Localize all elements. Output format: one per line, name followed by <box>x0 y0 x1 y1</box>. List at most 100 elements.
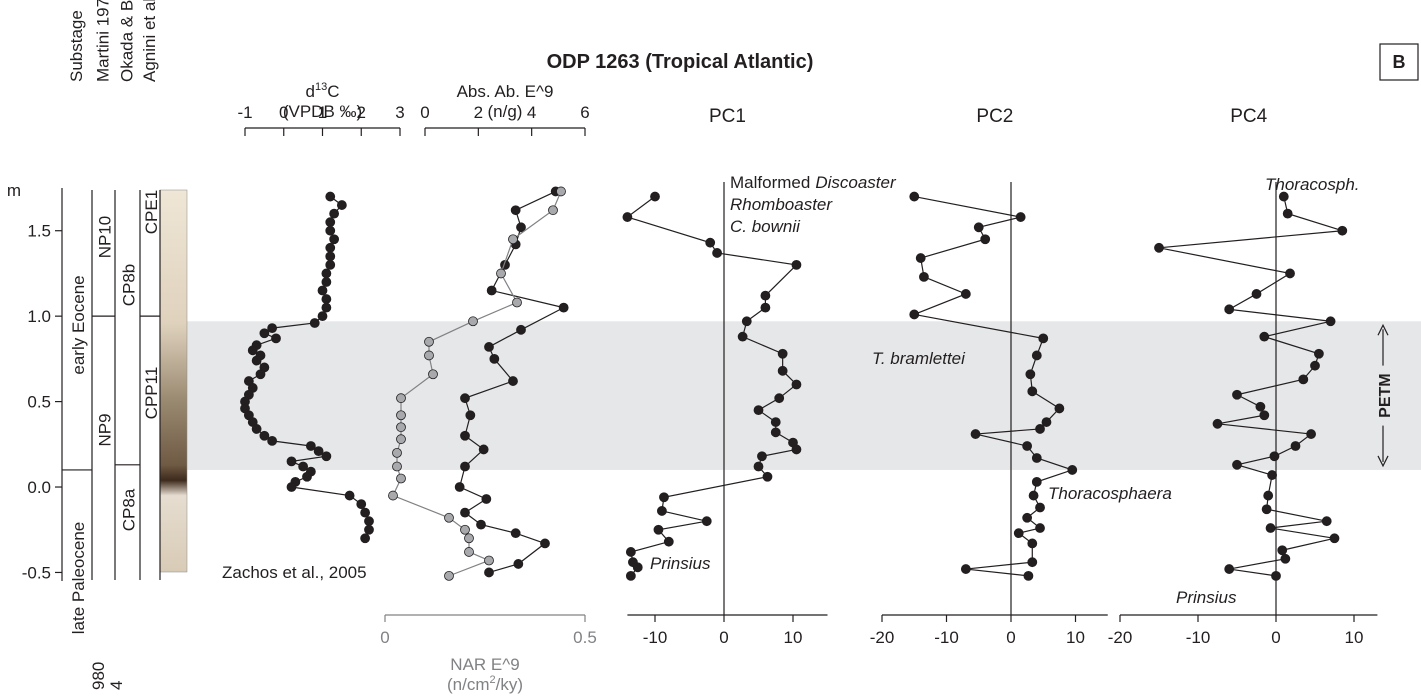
data-point <box>510 205 521 216</box>
data-point <box>558 302 569 313</box>
data-point <box>286 456 297 467</box>
data-point <box>701 516 712 527</box>
data-point <box>762 471 773 482</box>
data-point <box>510 528 521 539</box>
data-point <box>705 237 716 248</box>
data-point <box>653 524 664 535</box>
data-point <box>251 355 262 366</box>
x-tick-label: -20 <box>870 628 895 647</box>
data-point <box>960 289 971 299</box>
data-point <box>321 294 332 304</box>
x-tick-label: 0 <box>380 628 389 647</box>
data-point <box>321 277 332 287</box>
data-point <box>516 324 526 335</box>
data-point <box>1261 504 1272 515</box>
annotation: Thoracosph. <box>1265 175 1360 194</box>
data-point <box>259 328 270 339</box>
data-point <box>1232 459 1242 470</box>
data-point <box>1035 502 1045 513</box>
data-point <box>791 444 802 455</box>
annotation: Prinsius <box>1176 588 1237 607</box>
x-axis: -1 0 1 2 3 <box>237 103 405 136</box>
annotation-part: Discoaster <box>815 173 897 192</box>
data-point <box>1013 528 1024 539</box>
data-point <box>1022 512 1033 523</box>
data-point <box>396 393 406 404</box>
data-point <box>1290 441 1301 451</box>
data-point <box>1028 490 1039 501</box>
data-point <box>973 222 984 233</box>
data-point <box>1035 424 1045 434</box>
strat-header: Substage <box>67 10 86 82</box>
x-axis: -20 -10 0 10 <box>870 614 1108 647</box>
petm-band <box>187 321 1421 470</box>
annotation-part: Rhomboaster <box>730 195 833 214</box>
data-point <box>1259 410 1270 421</box>
data-point <box>484 555 494 566</box>
x-tick-label: 0 <box>719 628 728 647</box>
data-point <box>1035 523 1045 533</box>
data-point <box>325 191 336 202</box>
data-point <box>444 512 454 523</box>
strat-unit: NP10 <box>96 216 115 259</box>
strat-frame <box>91 190 161 580</box>
petm-label: PETM <box>1377 373 1394 417</box>
data-point <box>396 434 406 445</box>
data-point <box>919 271 929 282</box>
x2-axis-label: NAR E^9 <box>450 655 519 674</box>
data-point <box>468 316 478 327</box>
x-tick-label: 1 <box>318 103 327 122</box>
data-point <box>508 234 518 245</box>
data-point <box>540 538 550 549</box>
data-point <box>659 492 669 503</box>
band-layer <box>187 321 1421 470</box>
x-tick-label: -20 <box>1108 628 1133 647</box>
data-point <box>255 369 266 380</box>
data-point <box>1263 490 1274 501</box>
data-point <box>712 248 722 258</box>
data-point <box>770 427 781 438</box>
data-point <box>1271 570 1281 581</box>
data-point <box>321 268 332 279</box>
data-point <box>1015 212 1026 222</box>
data-point <box>741 316 752 327</box>
data-point <box>317 285 328 296</box>
data-point <box>325 217 336 228</box>
x-axis-unit: (n/g) <box>488 102 523 121</box>
data-point <box>484 342 494 352</box>
data-point <box>392 461 402 472</box>
data-point <box>632 562 643 573</box>
x2-axis-unit-part: /ky) <box>496 675 523 694</box>
clipped-text: 4 <box>107 681 126 690</box>
data-point <box>298 461 309 472</box>
data-point <box>454 482 465 492</box>
data-point <box>548 205 558 216</box>
data-point <box>1282 208 1293 219</box>
data-point <box>321 451 332 462</box>
core-photo <box>159 189 188 573</box>
data-point <box>960 564 971 574</box>
data-point <box>309 318 320 328</box>
data-point <box>1041 417 1052 427</box>
data-point <box>344 490 355 501</box>
data-point <box>464 533 474 544</box>
data-point <box>360 533 371 544</box>
x2-axis-unit-part: (n/cm <box>447 675 490 694</box>
data-point <box>625 547 636 557</box>
data-point <box>396 422 406 433</box>
data-point <box>980 234 991 245</box>
annotation-part: Thoracosph. <box>1265 175 1360 194</box>
data-point <box>777 348 788 359</box>
data-point <box>657 506 667 516</box>
data-point <box>1267 470 1277 480</box>
x2-axis-unit-part: 2 <box>489 674 495 686</box>
data-point <box>650 191 660 202</box>
x-axis: -20 -10 0 10 <box>1108 614 1378 647</box>
x-axis: 0 0.5 <box>380 614 597 647</box>
data-point <box>321 302 332 313</box>
depth-tick-label: -0.5 <box>22 563 51 582</box>
x-tick-label: 0 <box>420 103 429 122</box>
data-point <box>777 365 788 376</box>
x-tick-label: 10 <box>1066 628 1085 647</box>
